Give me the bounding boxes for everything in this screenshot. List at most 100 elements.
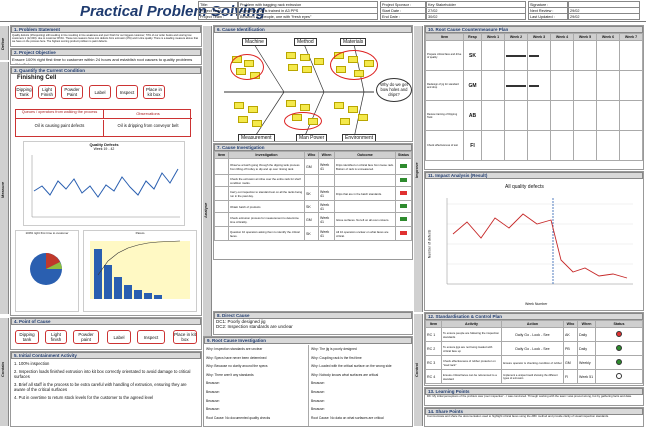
lead-label: Project Lead : [200,9,224,13]
table-row: RC 4 Ensure critical faces can be referen… [425,369,643,384]
bone-materials: Materials [340,38,367,46]
sidebar-improve [414,26,423,312]
title-label: Title: [200,3,209,7]
quality-defects-subtitle: Week 19 - 42 [93,147,115,151]
status-green [400,217,407,221]
start-value: 27/02 [428,9,438,13]
project-objective-text: Ensure 100% right first time to customer… [12,57,193,65]
section-8-title: 8. Direct Cause [214,312,412,319]
sidebar-control-label: Control [414,362,419,378]
impact-chart-title: All quality defects [505,184,544,190]
poc-place-in-kit-box: Place in kit box [173,330,197,344]
root-cause-right: Why: The jig is poorly designed Why: Coup… [309,345,412,426]
poc-dipping-tank: Dipping tank [15,330,39,344]
section-9-title: 9. Root Cause Investigation [204,337,412,344]
observations-table: Queues / operators from walking the proc… [15,109,192,137]
why-line: Why: Nobody knows what surfaces are crit… [311,372,379,377]
updated-label: Last Updated : [530,15,555,19]
sidebar-analyse [203,26,212,336]
highlight-circle [330,50,378,80]
cause-investigation-table: Item Investigation Who When Outcome Status Ob… [214,151,412,241]
col-week: Week 7 [619,33,643,41]
status-red [400,191,407,195]
lead-value: Someone that is trained in A3 PPS [240,9,299,13]
status-green [616,345,622,351]
table-row: Observe a batch going through the dippin… [214,158,412,175]
step-label: Label [89,85,111,99]
col-status: Status [395,151,412,159]
table-row: RC 2 To ensure jigs are not being loaded … [425,341,643,356]
containment-item: 3. Brief all staff in the process to be … [14,382,187,392]
col-status: Status [595,320,643,328]
poc-powder-paint: Powder paint [73,330,99,344]
status-red [616,331,622,337]
status-empty [616,373,622,379]
right-first-time-pie: 100% right first time to customer [15,230,79,312]
why-line: Why: Because no clarity around the specs [206,364,268,369]
table-row: Check the extrusion at inline over the e… [214,174,412,187]
section-13-title: 13. Learning Points [425,388,643,395]
sidebar-define [0,26,9,60]
bone-environment: Environment [342,134,377,141]
table-row: RC 1 To ensure people are following the i… [425,327,643,342]
bone-measurement: Measurement [238,134,275,141]
section-12: 12. Standardisation & Control Plan Item A… [424,312,644,386]
table-row: Question 10 operators asking them to ide… [214,226,412,241]
col-item: Item [425,320,442,328]
learning-points-text: DK: My initial perceptions of the proble… [427,394,632,398]
poc-light-finish: Light finish [45,330,67,344]
step-light-finish: Light Finish [38,85,56,99]
direct-cause-1: DC1: Poorly designed jig [216,319,266,324]
section-5: 5. Initial Containment Activity 1. 100% … [10,351,202,427]
table-row: Check effectiveness of test FI [425,130,643,161]
col-week: Week 6 [596,33,620,41]
because-line: Because: [311,407,325,412]
section-9: 9. Root Cause Investigation Why: Inspect… [203,336,413,427]
observations-heading: Observations [104,110,192,119]
sidebar-measure [0,62,9,314]
section-13: 13. Learning Points DK: My initial perce… [424,387,644,406]
end-value: 30/02 [428,15,438,19]
col-who: Who [304,151,319,159]
step-inspect: Inspect [116,85,138,99]
observation-2: Oil is dripping from conveyor belt [117,123,179,128]
section-7-title: 7. Cause Investigation [214,144,412,151]
sponsor-value: Key Stakeholder [428,3,456,7]
control-plan-table: Item Activity Action Who When Status RC 1 To e… [425,320,643,384]
queues-heading: Queues / operators from walking the proc… [16,110,104,119]
why-line: Why: Loaded with the critical surface on… [311,364,392,369]
highlight-circle [230,54,264,80]
problem-statement-text: Quality defects (1%rejecting) still resu… [12,34,199,43]
col-action: Action [501,320,564,328]
highlight-circle [284,112,322,130]
because-line: Because: [206,407,220,412]
end-label: End Date : [382,15,400,19]
section-1: 1. Problem Statement Quality defects (1%… [10,25,202,47]
col-investigation: Investigation [228,151,305,159]
col-week: Week 4 [550,33,574,41]
because-line: Because: [311,398,325,403]
sidebar-measure-label: Measure [0,181,5,199]
section-2-title: 2. Project Objective [11,49,201,56]
impact-chart-xlabel: Week Number [525,302,548,306]
section-8: 8. Direct Cause DC1: Poorly designed jig… [213,311,413,335]
start-label: Start Date : [382,9,402,13]
why-line: Why: There aren't any standards [206,372,254,377]
updated-value: 29/02 [570,15,580,19]
root-cause-line: Root Cause: No documented quality checks [206,415,271,420]
status-green [400,164,407,168]
table-row: Prepare critical face and drive of quali… [425,40,643,71]
impact-chart-ylabel: Number of defects [427,229,432,259]
col-item: Item [425,33,464,41]
table-row: Review training of Dipping Tank AB [425,100,643,131]
containment-item: 1. 100% inspection [14,361,50,366]
section-10-title: 10. Root Cause Countermeasure Plan [425,26,643,33]
section-14: 14. Share Points Communicate and share t… [424,407,644,427]
section-2: 2. Project Objective Ensure 100% right f… [10,48,202,65]
pie-title: 100% right first time to customer [25,231,69,235]
sidebar-contain [0,318,9,426]
because-line: Because: [206,381,220,386]
impact-chart [446,198,633,285]
because-line: Because: [206,398,220,403]
table-row: RC 3 Check effectiveness of rubber protec… [425,355,643,370]
